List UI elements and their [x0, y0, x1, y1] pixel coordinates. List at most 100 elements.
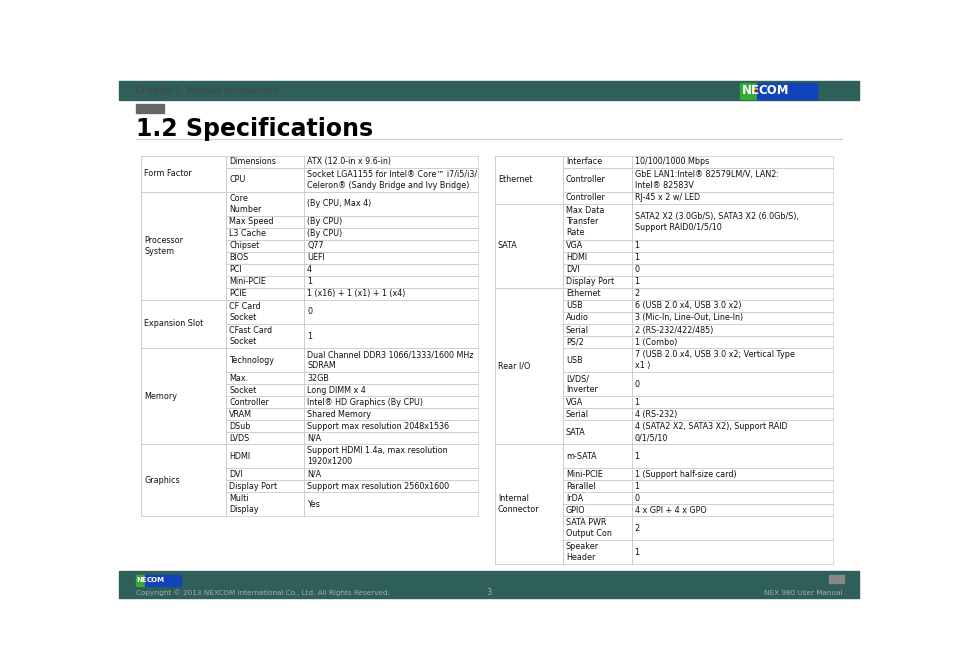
- Text: NE: NE: [741, 85, 759, 97]
- Bar: [740, 83, 756, 99]
- Text: Display Port: Display Port: [229, 482, 277, 491]
- Bar: [226, 348, 304, 372]
- Text: Processor
System: Processor System: [144, 236, 183, 256]
- Text: Intel® HD Graphics (By CPU): Intel® HD Graphics (By CPU): [307, 398, 422, 407]
- Text: NE: NE: [136, 577, 147, 583]
- Text: N/A: N/A: [307, 433, 321, 443]
- Bar: [135, 104, 164, 113]
- Text: 2 (RS-232/422/485): 2 (RS-232/422/485): [634, 325, 712, 335]
- Bar: [226, 240, 304, 252]
- Text: UEFI: UEFI: [307, 253, 324, 262]
- Text: Max Speed: Max Speed: [229, 217, 274, 226]
- Bar: [141, 480, 226, 493]
- Bar: [562, 408, 631, 420]
- Bar: [562, 204, 631, 240]
- Bar: [226, 228, 304, 240]
- Text: (By CPU): (By CPU): [307, 229, 342, 239]
- Text: Expansion Slot: Expansion Slot: [144, 319, 203, 329]
- Text: Yes: Yes: [307, 500, 319, 509]
- Bar: [562, 420, 631, 444]
- Text: Support max resolution 2560x1600: Support max resolution 2560x1600: [307, 482, 449, 491]
- Bar: [226, 324, 304, 348]
- Bar: [631, 288, 832, 300]
- Bar: [304, 288, 477, 300]
- Bar: [226, 468, 304, 480]
- Bar: [631, 312, 832, 324]
- Text: USB: USB: [565, 355, 582, 364]
- Bar: [141, 372, 226, 384]
- Text: Max Data
Transfer
Rate: Max Data Transfer Rate: [565, 206, 603, 237]
- Text: VRAM: VRAM: [229, 410, 253, 419]
- Bar: [304, 480, 477, 493]
- Bar: [226, 396, 304, 408]
- Bar: [631, 276, 832, 288]
- Bar: [562, 336, 631, 348]
- Bar: [119, 571, 858, 598]
- Text: L3 Cache: L3 Cache: [229, 229, 266, 239]
- Bar: [304, 216, 477, 228]
- Bar: [141, 420, 226, 432]
- Text: Ethernet: Ethernet: [497, 175, 532, 184]
- Bar: [495, 300, 562, 312]
- Text: 4 (RS-232): 4 (RS-232): [634, 410, 677, 419]
- Bar: [495, 252, 562, 264]
- Bar: [562, 444, 631, 468]
- Bar: [141, 468, 226, 480]
- Text: Support HDMI 1.4a, max resolution
1920x1200: Support HDMI 1.4a, max resolution 1920x1…: [307, 446, 447, 466]
- Bar: [828, 575, 842, 583]
- Bar: [495, 336, 562, 348]
- Text: Shared Memory: Shared Memory: [307, 410, 371, 419]
- Text: Ethernet: Ethernet: [565, 290, 599, 298]
- Text: 1: 1: [634, 398, 639, 407]
- Bar: [495, 348, 562, 372]
- Text: Controller: Controller: [229, 398, 269, 407]
- Text: Core
Number: Core Number: [229, 194, 261, 214]
- Text: Graphics: Graphics: [144, 476, 180, 485]
- Text: Serial: Serial: [565, 325, 588, 335]
- Bar: [304, 156, 477, 168]
- Text: 0: 0: [634, 494, 639, 503]
- Text: •: •: [752, 86, 758, 96]
- Bar: [141, 384, 226, 396]
- Text: LVDS/
Inverter: LVDS/ Inverter: [565, 374, 598, 394]
- Text: SATA: SATA: [565, 427, 585, 437]
- Text: 4 x GPI + 4 x GPO: 4 x GPI + 4 x GPO: [634, 506, 705, 515]
- Text: Mini-PCIE: Mini-PCIE: [229, 278, 266, 286]
- Text: GPIO: GPIO: [565, 506, 585, 515]
- Bar: [631, 468, 832, 480]
- Bar: [226, 408, 304, 420]
- Bar: [141, 288, 226, 300]
- Text: 4: 4: [307, 265, 312, 274]
- Bar: [141, 192, 226, 216]
- Bar: [226, 156, 304, 168]
- Text: Copyright © 2013 NEXCOM International Co., Ltd. All Rights Reserved.: Copyright © 2013 NEXCOM International Co…: [135, 589, 389, 596]
- Text: COM: COM: [147, 577, 165, 583]
- Bar: [495, 240, 562, 252]
- Bar: [141, 156, 226, 192]
- Bar: [304, 324, 477, 348]
- Bar: [304, 252, 477, 264]
- Bar: [119, 81, 858, 100]
- Bar: [226, 288, 304, 300]
- Bar: [495, 493, 562, 504]
- Text: 2: 2: [634, 290, 639, 298]
- Text: m-SATA: m-SATA: [565, 452, 596, 461]
- Text: Display Port: Display Port: [565, 278, 614, 286]
- Text: 1: 1: [634, 253, 639, 262]
- Bar: [141, 216, 226, 228]
- Bar: [495, 156, 562, 168]
- Bar: [631, 324, 832, 336]
- Bar: [141, 348, 226, 444]
- Text: Chapter 1: Product Introduction: Chapter 1: Product Introduction: [135, 86, 278, 95]
- Text: 0: 0: [307, 308, 312, 317]
- Text: •: •: [143, 578, 147, 583]
- Text: Internal
Connector: Internal Connector: [497, 495, 538, 514]
- Text: Max.: Max.: [229, 374, 249, 382]
- Text: CF Card
Socket: CF Card Socket: [229, 302, 261, 322]
- Bar: [304, 468, 477, 480]
- Text: 1: 1: [307, 331, 312, 341]
- Text: 1: 1: [634, 241, 639, 251]
- Bar: [495, 480, 562, 493]
- Text: Socket: Socket: [229, 386, 256, 394]
- Bar: [304, 420, 477, 432]
